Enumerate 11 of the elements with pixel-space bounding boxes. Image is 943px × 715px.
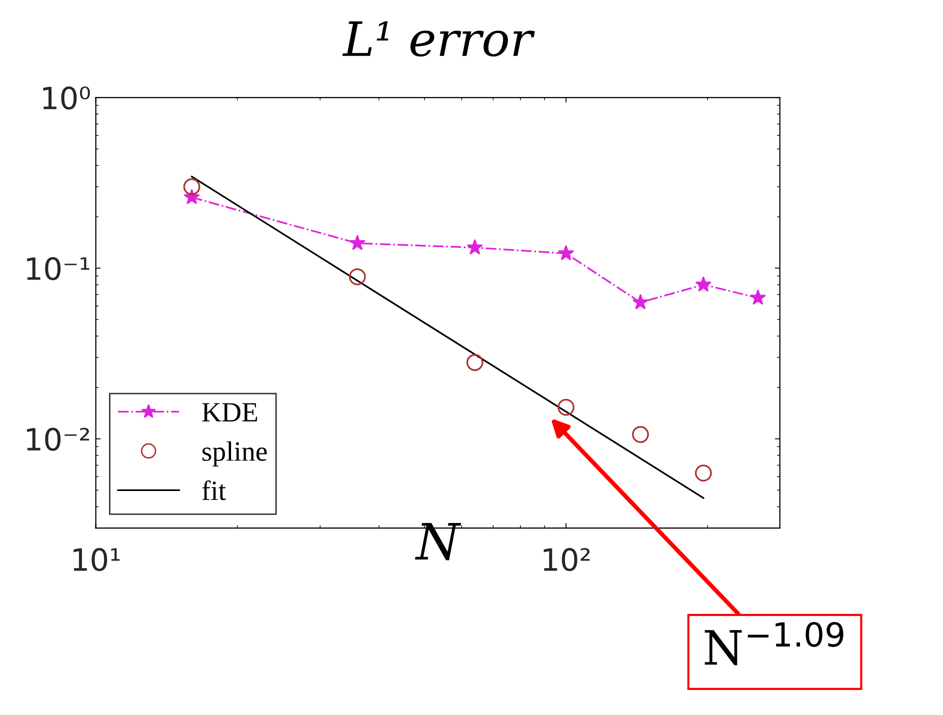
legend-label: fit [202,480,226,500]
x-axis-title: N [414,523,462,560]
legend-label: KDE [202,403,258,422]
x-tick-label: 10¹ [74,548,120,572]
text: N$^{−1.09}$ [704,622,844,666]
x-tick-label: 10² [544,548,590,572]
chart-title: L¹ error [342,21,535,57]
y-tick-label: 10⁻² [27,428,90,451]
legend-label: spline [202,441,267,467]
y-tick-label: 10⁻¹ [27,257,90,280]
y-tick-label: 10⁰ [43,86,90,110]
